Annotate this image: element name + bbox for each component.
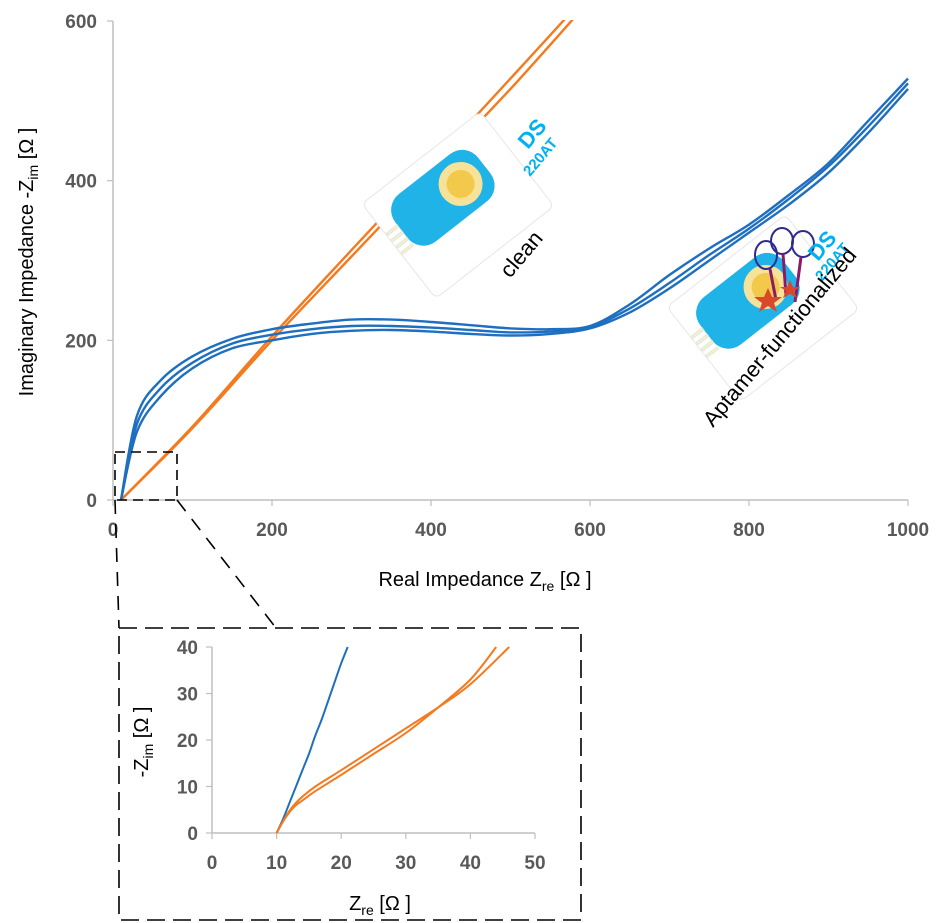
inset-x-tick-label: 50	[524, 853, 545, 874]
main-x-tick-label: 0	[108, 520, 119, 541]
main-series	[119, 20, 909, 501]
main-y-tick-label: 600	[65, 12, 97, 33]
inset-x-tick-label: 40	[460, 853, 481, 874]
inset-x-tick-label: 30	[395, 853, 416, 874]
zoom-indicator	[114, 451, 277, 629]
aptamer-molecules-icon	[754, 227, 815, 312]
main-x-axis-title: Real Impedance Zre [Ω ]	[378, 569, 591, 594]
main-series-line-2	[119, 88, 909, 501]
inset-series-line-0	[275, 646, 349, 834]
inset-series-line-2	[275, 646, 510, 834]
inset-series	[275, 646, 510, 834]
main-axes: 0 200 400 600 800 1000 0 200 400 600	[65, 12, 929, 541]
main-x-tick-label: 200	[256, 520, 288, 541]
inset-y-tick-label: 20	[177, 731, 198, 752]
inset-y-tick-label: 40	[177, 638, 198, 659]
main-x-tick-label: 400	[415, 520, 447, 541]
main-y-tick-label: 0	[86, 491, 97, 512]
inset-y-tick-label: 30	[177, 685, 198, 706]
main-series-line-4	[119, 77, 909, 501]
inset-y-tick-label: 0	[187, 824, 198, 845]
main-x-tick-label: 1000	[887, 520, 929, 541]
inset-frame	[118, 627, 582, 921]
main-y-tick-label: 400	[65, 172, 97, 193]
inset-x-tick-label: 0	[207, 853, 218, 874]
inset-y-axis-title: -Zim [Ω ]	[131, 707, 156, 778]
main-x-tick-label: 600	[574, 520, 606, 541]
main-y-tick-label: 200	[65, 331, 97, 352]
inset-x-tick-label: 10	[266, 853, 287, 874]
main-y-axis-title: Imaginary Impedance -Zim [Ω ]	[16, 128, 41, 397]
main-x-tick-label: 800	[733, 520, 765, 541]
main-series-line-1	[120, 20, 566, 501]
clean-sensor-illustration	[363, 113, 553, 297]
inset-y-tick-label: 10	[177, 778, 198, 799]
inset-axes: 0 10 20 30 40 50 0 10 20 30 40	[177, 638, 546, 874]
inset-x-tick-label: 20	[331, 853, 352, 874]
main-series-line-3	[119, 82, 909, 501]
inset-x-axis-title: Zre [Ω ]	[349, 893, 411, 918]
